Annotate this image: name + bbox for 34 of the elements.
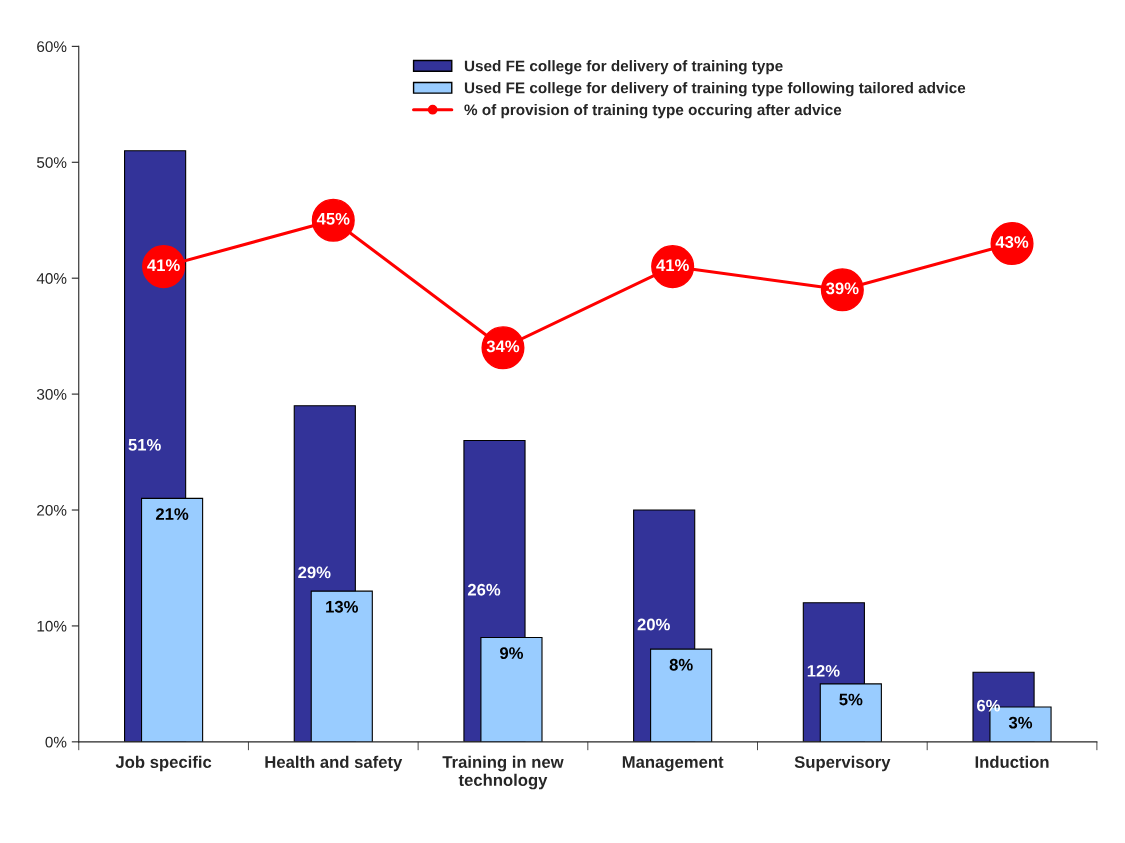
y-tick-label: 10% — [37, 620, 67, 632]
data-label: 13% — [326, 600, 359, 613]
legend-label: Used FE college for delivery of training type following tailored advice — [464, 82, 966, 97]
data-label: 9% — [499, 647, 524, 660]
y-tick-label: 30% — [36, 388, 67, 400]
data-label: 34% — [486, 340, 520, 353]
legend-label: % of provision of training type occuring after advice — [464, 104, 842, 119]
x-tick-label: Management — [622, 756, 724, 772]
data-label: 3% — [1008, 716, 1033, 729]
data-label: 51% — [128, 438, 161, 451]
x-tick-label: Training in new technology — [442, 755, 564, 790]
data-label: 45% — [316, 212, 350, 225]
y-tick-label: 50% — [36, 157, 67, 168]
data-label: 41% — [656, 259, 689, 272]
x-tick-label: Induction — [975, 755, 1049, 768]
data-label: 26% — [467, 583, 501, 596]
data-label: 41% — [147, 259, 180, 272]
data-label: 8% — [669, 658, 693, 671]
data-label: 39% — [826, 282, 859, 295]
data-label: 6% — [977, 699, 1001, 712]
y-tick-label: 60% — [37, 41, 67, 53]
data-label: 12% — [807, 664, 840, 677]
data-label: 43% — [995, 236, 1029, 248]
x-tick-label: Health and safety — [265, 755, 403, 772]
x-tick-label: Job specific — [115, 755, 212, 772]
data-label: 21% — [155, 508, 189, 520]
data-label: 5% — [839, 693, 863, 706]
y-tick-label: 40% — [36, 273, 67, 284]
legend-label: Used FE college for delivery of training type — [464, 60, 783, 75]
data-label: 20% — [637, 618, 670, 631]
y-tick-label: 20% — [37, 504, 67, 516]
data-label: 29% — [298, 566, 331, 579]
y-tick-label: 0% — [45, 736, 67, 748]
x-tick-label: Supervisory — [794, 755, 891, 772]
